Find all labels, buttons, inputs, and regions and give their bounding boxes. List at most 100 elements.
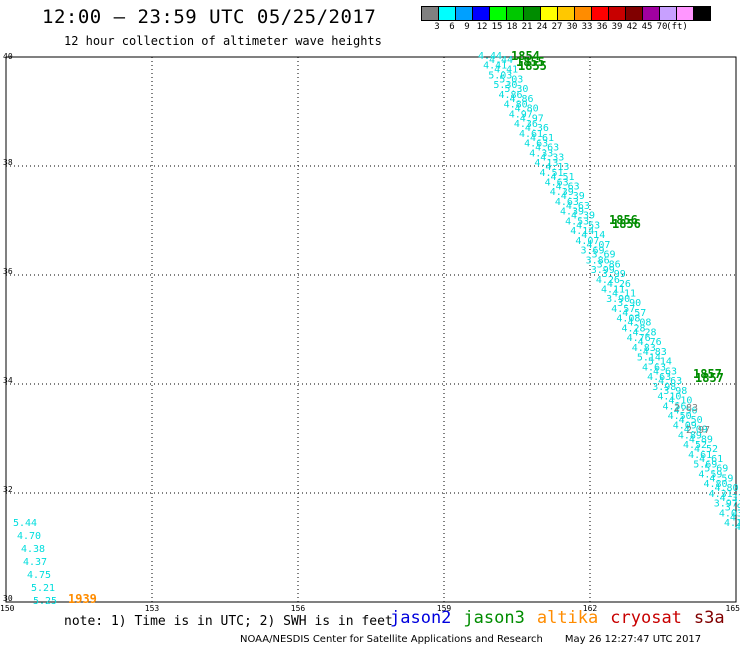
colorbar-label: 45 [641,22,653,32]
swh-label: 3.98 [663,386,687,397]
swh-label: 4.63 [545,177,569,188]
swh-label: 4.44 [489,55,513,66]
colorbar-label: 30 [566,22,578,32]
swh-label: 4.33 [529,148,553,159]
swh-label: 3.97 [714,499,738,510]
swh-label: 5.30 [493,80,517,91]
lon-tick-label: 153 [145,604,160,613]
swh-label: 4.57 [611,304,635,315]
swh-label: 4.39 [571,211,595,222]
lon-tick-label: 165 [726,604,740,613]
lat-tick-label: 38 [3,158,13,167]
swh-label: 4.63 [555,197,579,208]
time-label: 1856 [609,213,638,227]
swh-label: 4.97 [520,113,544,124]
lon-tick-label: 159 [437,604,452,613]
lon-tick-label: 150 [0,604,15,613]
colorbar-label: 18 [506,22,518,32]
swh-label: 4.07 [575,236,599,247]
swh-label: 4.63 [556,181,580,192]
swh-label: 4.63 [535,143,559,154]
swh-label: 4.97 [509,109,533,120]
colorbar-label: 33 [581,22,593,32]
swh-label: 4.28 [622,323,646,334]
legend-item-s3a: s3a [693,608,725,628]
swh-label: 3.69 [592,250,616,261]
colorbar-label: 36 [596,22,608,32]
swh-label: 4.41 [483,61,507,72]
credit-text: NOAA/NESDIS Center for Satellite Applica… [240,634,543,645]
swh-label: 4.31 [720,493,740,504]
swh-label-sw: 4.38 [21,544,45,555]
swh-label: 4.61 [519,129,543,140]
map-frame [5,56,737,603]
swh-label: 4.80 [715,483,739,494]
swh-label: 5.30 [504,84,528,95]
swh-label: 4.08 [627,318,651,329]
swh-label: 4.28 [633,327,657,338]
swh-label-sw: 5.21 [31,583,55,594]
swh-label: 4.50 [679,415,703,426]
swh-label: 4.50 [668,411,692,422]
chart-title: 12:00 – 23:59 UTC 05/25/2017 [42,6,377,28]
colorbar-label: 9 [464,22,470,32]
swh-label: 4.08 [616,314,640,325]
swh-label: 4.53 [565,216,589,227]
swh-label: 4.59 [709,473,733,484]
swh-label: 3.97 [725,503,740,514]
swh-label: 4.57 [622,308,646,319]
swh-label: 5.69 [704,464,728,475]
swh-label: 4.13 [724,518,740,529]
lat-tick-label: 32 [3,485,13,494]
time-label: 1939 [68,592,97,606]
swh-label: 3.86 [597,259,621,270]
swh-label: 4.53 [576,220,600,231]
swh-label: 4.09 [673,421,697,432]
swh-label: 4.63 [658,376,682,387]
swh-label-sw: 4.70 [17,531,41,542]
swh-label: 4.26 [596,275,620,286]
swh-label: 4.52 [694,444,718,455]
swh-label: 4.13 [735,522,740,533]
swh-label: 4.36 [525,123,549,134]
swh-label: 4.51 [540,168,564,179]
swh-label: 5.03 [499,74,523,85]
swh-label: 4.52 [683,440,707,451]
time-label: 1854 [511,49,540,63]
swh-label: 4.41 [494,65,518,76]
swh-label: 4.36 [514,119,538,130]
swh-label: 3.69 [581,246,605,257]
lat-tick-label: 34 [3,376,13,385]
swh-label: 4.63 [647,372,671,383]
satellite-legend: jason2 jason3 altika cryosat s3a [390,608,725,628]
swh-label-gray: 2.83 [674,403,698,414]
swh-label: 4.59 [698,469,722,480]
footer-note: note: 1) Time is in UTC; 2) SWH is in fe… [64,614,393,629]
swh-label: 3.99 [591,265,615,276]
chart-subtitle: 12 hour collection of altimeter wave hei… [64,34,382,48]
swh-label: 3.90 [617,298,641,309]
swh-label: 4.03 [730,512,740,523]
colorbar-label: (ft) [666,22,688,32]
swh-label: 5.14 [648,357,672,368]
swh-label: 4.14 [581,230,605,241]
generation-date: May 26 12:27:47 UTC 2017 [564,634,702,645]
swh-label: 4.63 [524,139,548,150]
legend-item-jason3: jason3 [463,608,525,628]
swh-label-sw: 5.44 [13,518,37,529]
swh-label: 4.07 [586,240,610,251]
colorbar-label: 70 [656,22,668,32]
swh-label-gray: 2.97 [686,425,710,436]
colorbar-label: 42 [626,22,638,32]
swh-label: 4.63 [566,201,590,212]
credit-line: NOAA/NESDIS Center for Satellite Applica… [240,634,701,645]
swh-label: 4.56 [674,405,698,416]
swh-label: 4.89 [689,434,713,445]
swh-label: 4.80 [515,104,539,115]
swh-label: 4.63 [653,366,677,377]
colorbar-label: 39 [611,22,623,32]
legend-item-jason2: jason2 [390,608,452,628]
swh-label: 4.10 [668,396,692,407]
lon-tick-label: 162 [583,604,598,613]
